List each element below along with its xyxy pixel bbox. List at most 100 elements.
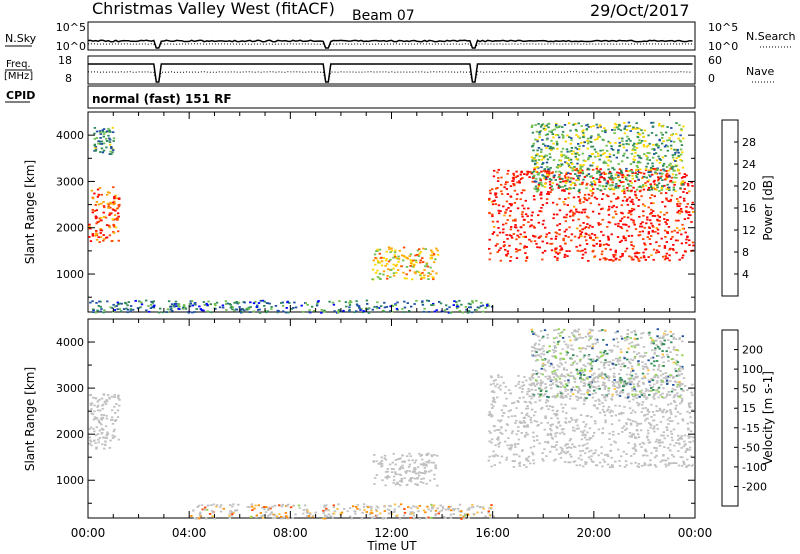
nsky-label: N.Sky xyxy=(5,32,37,45)
data-cell xyxy=(614,249,617,252)
data-cell xyxy=(578,388,581,390)
data-cell xyxy=(408,479,411,482)
data-cell xyxy=(524,252,527,254)
data-cell xyxy=(401,464,404,467)
data-cell xyxy=(688,244,691,246)
data-cell xyxy=(654,152,658,154)
data-cell xyxy=(681,223,684,226)
data-cell xyxy=(611,206,614,209)
data-cell xyxy=(579,454,582,457)
data-cell xyxy=(630,374,634,377)
data-cell xyxy=(611,410,614,413)
data-cell xyxy=(427,470,431,473)
data-cell xyxy=(636,173,639,176)
data-cell xyxy=(589,458,593,461)
data-cell xyxy=(632,398,635,401)
data-cell xyxy=(611,187,614,190)
data-cell xyxy=(449,516,453,519)
data-cell xyxy=(113,394,116,396)
data-cell xyxy=(619,348,623,351)
data-cell xyxy=(94,146,98,148)
data-cell xyxy=(118,404,121,407)
data-cell xyxy=(629,180,632,183)
data-cell xyxy=(421,458,424,461)
data-cell xyxy=(537,376,540,378)
data-cell xyxy=(565,443,568,446)
data-cell xyxy=(576,337,579,340)
y-tick-label: 4000 xyxy=(56,129,84,142)
data-cell xyxy=(151,301,154,304)
data-cell xyxy=(678,402,682,405)
data-cell xyxy=(282,516,286,519)
data-cell xyxy=(513,189,517,192)
data-cell xyxy=(491,213,494,216)
data-cell xyxy=(661,179,664,181)
data-cell xyxy=(566,373,569,376)
data-cell xyxy=(618,184,621,187)
data-cell xyxy=(576,390,580,392)
data-cell xyxy=(655,450,658,452)
data-cell xyxy=(537,343,541,346)
data-cell xyxy=(570,147,574,149)
data-cell xyxy=(336,311,340,314)
data-cell xyxy=(390,268,393,271)
data-cell xyxy=(367,307,371,310)
data-cell xyxy=(254,300,257,303)
data-cell xyxy=(610,415,613,417)
data-cell xyxy=(525,457,528,460)
data-cell xyxy=(633,378,636,381)
data-cell xyxy=(534,401,537,404)
data-cell xyxy=(99,300,102,303)
data-cell xyxy=(427,461,430,464)
data-cell xyxy=(129,308,133,311)
data-cell xyxy=(631,389,634,392)
y-tick-label: 1000 xyxy=(56,268,84,281)
data-cell xyxy=(644,448,647,451)
data-cell xyxy=(663,245,667,247)
data-cell xyxy=(489,506,493,509)
data-cell xyxy=(677,464,681,467)
data-cell xyxy=(402,255,406,257)
data-cell xyxy=(667,226,671,228)
data-cell xyxy=(491,203,495,206)
data-cell xyxy=(93,439,96,442)
data-cell xyxy=(277,310,280,312)
data-cell xyxy=(614,210,617,213)
data-cell xyxy=(591,226,594,228)
data-cell xyxy=(626,338,629,341)
data-cell xyxy=(593,452,597,454)
data-cell xyxy=(599,176,602,179)
data-cell xyxy=(422,472,425,474)
data-cell xyxy=(159,307,162,310)
data-cell xyxy=(409,259,412,261)
data-cell xyxy=(564,390,567,393)
data-cell xyxy=(525,414,528,416)
data-cell xyxy=(607,195,610,198)
data-cell xyxy=(646,408,649,411)
data-cell xyxy=(139,306,142,309)
data-cell xyxy=(592,125,595,127)
data-cell xyxy=(332,303,336,306)
data-cell xyxy=(585,174,588,177)
data-cell xyxy=(542,219,545,222)
data-cell xyxy=(579,250,582,253)
data-cell xyxy=(685,192,689,194)
data-cell xyxy=(509,195,512,198)
data-cell xyxy=(648,334,651,336)
data-cell xyxy=(542,353,546,356)
data-cell xyxy=(679,140,683,143)
data-cell xyxy=(612,149,615,151)
nsky-panel: N.Sky 10^5 10^0 10^5 10^0 N.Search xyxy=(5,21,796,53)
data-cell xyxy=(486,305,489,308)
data-cell xyxy=(671,156,675,159)
data-cell xyxy=(416,466,420,469)
data-cell xyxy=(637,463,641,465)
data-cell xyxy=(676,211,679,214)
data-cell xyxy=(561,397,565,399)
data-cell xyxy=(580,438,584,441)
data-cell xyxy=(530,421,533,424)
data-cell xyxy=(425,263,428,266)
data-cell xyxy=(658,445,662,447)
data-cell xyxy=(530,382,534,385)
data-cell xyxy=(675,164,678,167)
